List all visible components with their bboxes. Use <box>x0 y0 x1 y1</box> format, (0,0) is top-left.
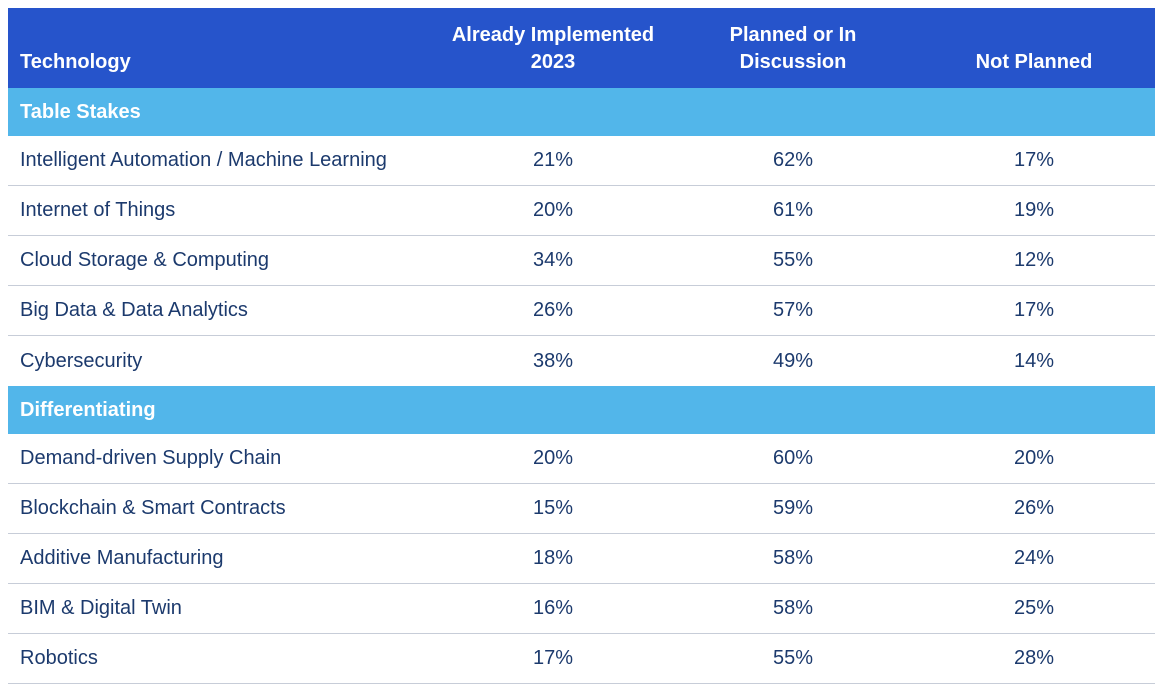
section-label: Differentiating <box>20 398 156 421</box>
table-row: Blockchain & Smart Contracts 15% 59% 26% <box>8 484 1155 534</box>
table-row: Cloud Storage & Computing 34% 55% 12% <box>8 236 1155 286</box>
row-value: 20% <box>532 447 574 469</box>
row-value: 55% <box>772 249 814 271</box>
row-value: 26% <box>1013 497 1055 519</box>
row-value: 15% <box>532 497 574 519</box>
section-rows-table-stakes: Intelligent Automation / Machine Learnin… <box>8 136 1155 386</box>
row-value: 61% <box>772 199 814 221</box>
row-value: 57% <box>772 299 814 321</box>
table-row: Big Data & Data Analytics 26% 57% 17% <box>8 286 1155 336</box>
row-label: Robotics <box>20 647 98 669</box>
section-header-differentiating: Differentiating <box>8 386 1155 434</box>
row-value: 55% <box>772 647 814 669</box>
row-label: Big Data & Data Analytics <box>20 299 248 321</box>
row-value: 49% <box>772 349 814 372</box>
table-row: BIM & Digital Twin 16% 58% 25% <box>8 584 1155 634</box>
table-row: Additive Manufacturing 18% 58% 24% <box>8 534 1155 584</box>
row-value: 26% <box>532 299 574 321</box>
row-label: Additive Manufacturing <box>20 547 224 569</box>
table-row: Cybersecurity 38% 49% 14% <box>8 336 1155 386</box>
row-value: 14% <box>1013 349 1055 372</box>
row-label: Intelligent Automation / Machine Learnin… <box>20 149 387 171</box>
row-label: Cloud Storage & Computing <box>20 249 270 271</box>
row-value: 20% <box>532 199 574 221</box>
table-row: Internet of Things 20% 61% 19% <box>8 186 1155 236</box>
row-label: BIM & Digital Twin <box>20 597 182 619</box>
row-value: 17% <box>1013 149 1055 171</box>
header-not-planned: Not Planned <box>913 49 1155 88</box>
row-label: Cybersecurity <box>20 349 143 372</box>
header-technology-label: Technology <box>20 51 131 73</box>
row-value: 18% <box>532 547 574 569</box>
table-header-row: Technology Already Implemented 2023 Plan… <box>8 8 1155 88</box>
row-value: 17% <box>532 647 574 669</box>
row-value: 17% <box>1013 299 1055 321</box>
row-value: 24% <box>1013 547 1055 569</box>
row-value: 25% <box>1013 597 1055 619</box>
header-line: Not Planned <box>975 51 1093 73</box>
row-value: 21% <box>532 149 574 171</box>
row-value: 60% <box>772 447 814 469</box>
row-value: 19% <box>1013 199 1055 221</box>
header-line: 2023 <box>530 51 576 73</box>
row-value: 16% <box>532 597 574 619</box>
table-row: Demand-driven Supply Chain 20% 60% 20% <box>8 434 1155 484</box>
header-line: Discussion <box>739 51 847 73</box>
header-already-implemented-2023: Already Implemented 2023 <box>433 22 673 88</box>
table-row: Intelligent Automation / Machine Learnin… <box>8 136 1155 186</box>
row-value: 59% <box>772 497 814 519</box>
row-value: 38% <box>532 349 574 372</box>
table-row: Robotics 17% 55% 28% <box>8 634 1155 684</box>
header-line: Already Implemented <box>451 24 655 46</box>
row-value: 34% <box>532 249 574 271</box>
row-value: 20% <box>1013 447 1055 469</box>
technology-adoption-table: Technology Already Implemented 2023 Plan… <box>8 8 1155 684</box>
header-technology: Technology <box>8 49 433 88</box>
header-planned-or-in-discussion: Planned or In Discussion <box>673 22 913 88</box>
section-header-table-stakes: Table Stakes <box>8 88 1155 136</box>
row-label: Blockchain & Smart Contracts <box>20 497 286 519</box>
row-value: 58% <box>772 597 814 619</box>
section-label: Table Stakes <box>20 100 141 123</box>
row-value: 28% <box>1013 647 1055 669</box>
row-label: Internet of Things <box>20 199 176 221</box>
row-value: 58% <box>772 547 814 569</box>
header-line: Planned or In <box>729 24 857 46</box>
row-label: Demand-driven Supply Chain <box>20 447 282 469</box>
row-value: 12% <box>1013 249 1055 271</box>
row-value: 62% <box>772 149 814 171</box>
section-rows-differentiating: Demand-driven Supply Chain 20% 60% 20% B… <box>8 434 1155 684</box>
